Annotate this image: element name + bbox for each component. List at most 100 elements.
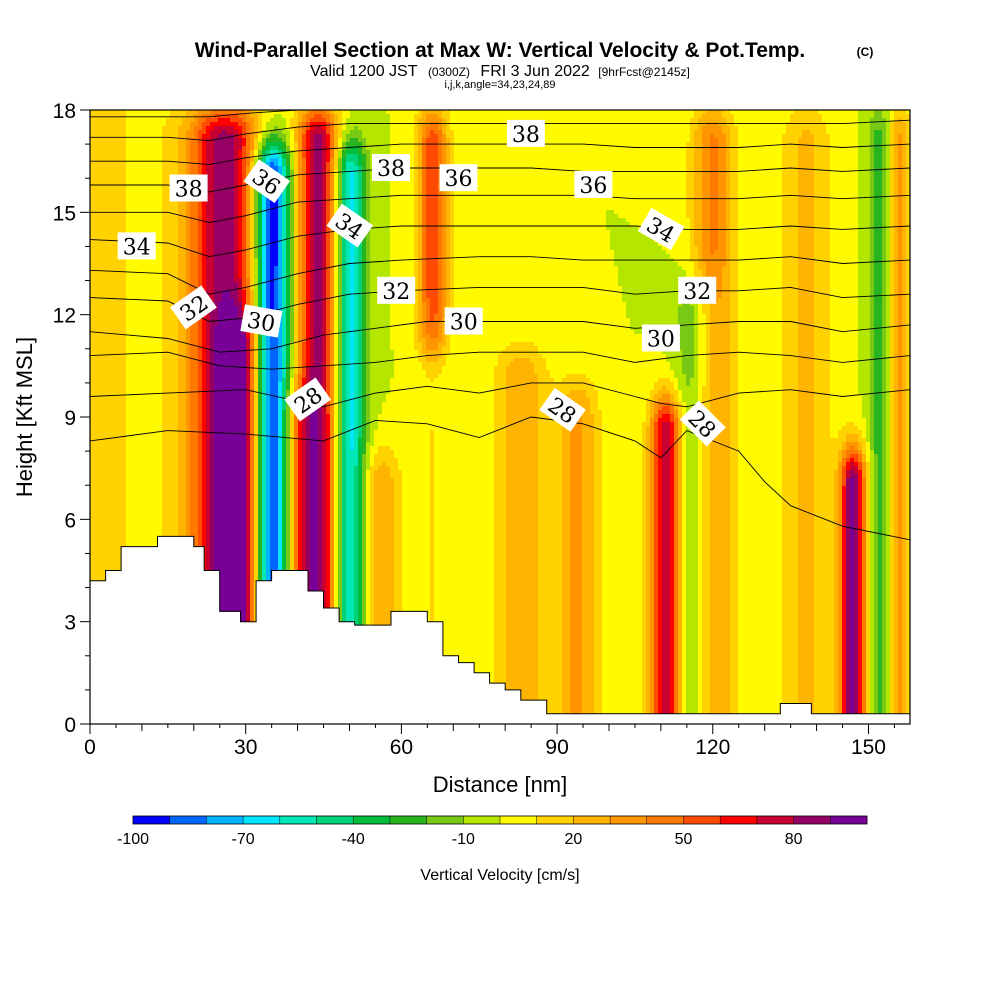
w-cell <box>454 150 459 155</box>
w-cell <box>90 162 95 167</box>
w-cell <box>798 174 803 179</box>
w-cell <box>442 122 447 127</box>
w-cell <box>158 158 163 163</box>
w-cell <box>834 202 839 207</box>
w-cell <box>674 202 679 207</box>
w-cell <box>698 114 703 119</box>
w-cell <box>538 154 543 159</box>
w-cell <box>114 122 119 127</box>
w-cell <box>282 146 287 151</box>
w-cell <box>826 170 831 175</box>
w-cell <box>482 178 487 183</box>
subtitle-valid: Valid 1200 JST <box>310 63 418 80</box>
w-cell <box>710 162 715 167</box>
w-cell <box>802 166 807 171</box>
w-cell <box>686 110 691 115</box>
w-cell <box>750 166 755 171</box>
w-cell <box>646 170 651 175</box>
w-cell <box>310 146 315 151</box>
w-cell <box>194 150 199 155</box>
w-cell <box>278 194 283 199</box>
w-cell <box>114 186 119 191</box>
chart-subtitle: Valid 1200 JST (0300Z) FRI 3 Jun 2022 [9… <box>310 63 690 80</box>
w-cell <box>778 110 783 115</box>
w-cell <box>758 122 763 127</box>
w-cell <box>870 146 875 151</box>
w-cell <box>310 122 315 127</box>
w-cell <box>770 130 775 135</box>
w-cell <box>894 166 899 171</box>
w-cell <box>642 202 647 207</box>
w-cell <box>534 170 539 175</box>
w-cell <box>698 190 703 195</box>
w-cell <box>630 146 635 151</box>
w-cell <box>258 122 263 127</box>
w-cell <box>282 154 287 159</box>
w-cell <box>386 138 391 143</box>
w-cell <box>390 134 395 139</box>
w-cell <box>594 110 599 115</box>
w-cell <box>706 190 711 195</box>
w-cell <box>446 114 451 119</box>
w-cell <box>742 178 747 183</box>
w-cell <box>606 138 611 143</box>
w-cell <box>114 170 119 175</box>
w-cell <box>670 178 675 183</box>
w-cell <box>794 114 799 119</box>
w-cell <box>278 130 283 135</box>
w-cell <box>458 194 463 199</box>
w-cell <box>542 154 547 159</box>
w-cell <box>898 182 903 187</box>
w-cell <box>634 194 639 199</box>
w-cell <box>134 138 139 143</box>
w-cell <box>746 186 751 191</box>
w-cell <box>190 154 195 159</box>
w-cell <box>314 158 319 163</box>
w-cell <box>114 162 119 167</box>
w-cell <box>298 138 303 143</box>
w-cell <box>674 174 679 179</box>
w-cell <box>702 174 707 179</box>
w-cell <box>698 182 703 187</box>
w-cell <box>266 142 271 147</box>
w-cell <box>426 174 431 179</box>
w-cell <box>870 134 875 139</box>
w-cell <box>326 182 331 187</box>
w-cell <box>102 118 107 123</box>
w-cell <box>890 138 895 143</box>
w-cell <box>578 138 583 143</box>
w-cell <box>638 114 643 119</box>
w-cell <box>502 150 507 155</box>
w-cell <box>410 158 415 163</box>
w-cell <box>178 166 183 171</box>
w-cell <box>894 150 899 155</box>
w-cell <box>634 178 639 183</box>
w-cell <box>818 198 823 203</box>
w-cell <box>430 138 435 143</box>
w-cell <box>406 114 411 119</box>
w-cell <box>394 130 399 135</box>
w-cell <box>98 190 103 195</box>
w-cell <box>150 198 155 203</box>
w-cell <box>270 158 275 163</box>
w-cell <box>766 194 771 199</box>
w-cell <box>722 178 727 183</box>
w-cell <box>706 114 711 119</box>
w-cell <box>318 130 323 135</box>
w-cell <box>306 134 311 139</box>
w-cell <box>794 170 799 175</box>
w-cell <box>738 122 743 127</box>
w-cell <box>190 202 195 207</box>
w-cell <box>842 198 847 203</box>
w-cell <box>370 110 375 115</box>
w-cell <box>758 202 763 207</box>
w-cell <box>314 190 319 195</box>
w-cell <box>754 114 759 119</box>
w-cell <box>98 162 103 167</box>
w-cell <box>326 190 331 195</box>
w-cell <box>674 162 679 167</box>
w-cell <box>270 138 275 143</box>
w-cell <box>722 186 727 191</box>
w-cell <box>598 114 603 119</box>
w-cell <box>426 134 431 139</box>
